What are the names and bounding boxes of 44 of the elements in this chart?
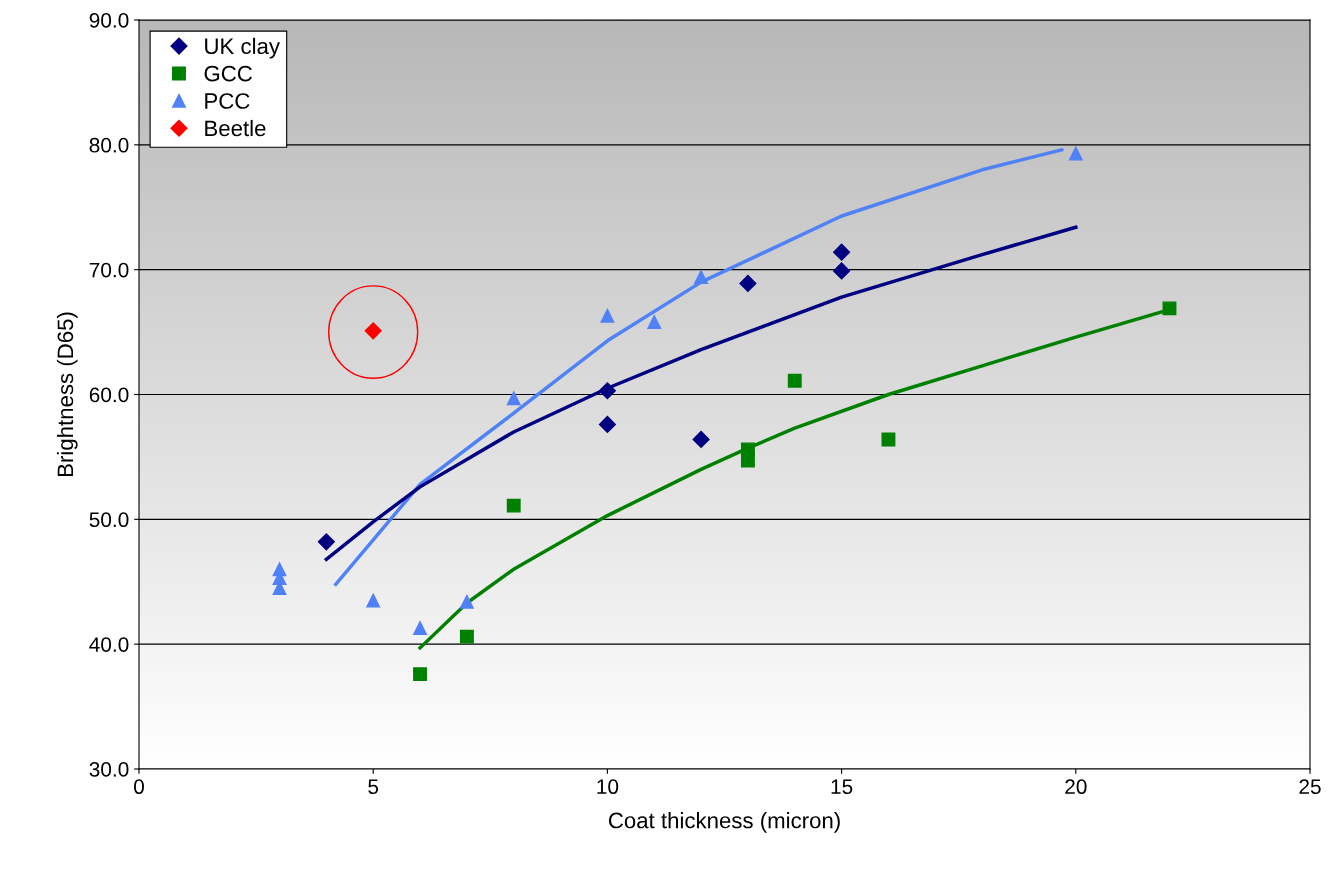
- point: [459, 594, 474, 609]
- point: [413, 620, 427, 635]
- y-tick-label: 90.0: [89, 13, 129, 28]
- point: [833, 243, 851, 261]
- y-tick-label: 60.0: [89, 387, 129, 403]
- legend-label: PCC: [205, 93, 250, 109]
- point: [364, 322, 382, 340]
- x-tick-label: 15: [831, 779, 853, 795]
- point: [692, 430, 710, 448]
- point: [740, 453, 755, 468]
- point: [1068, 146, 1083, 161]
- x-tick-label: 10: [597, 779, 619, 795]
- x-tick-label: 20: [1065, 779, 1087, 795]
- point: [600, 308, 615, 323]
- line-series: [333, 148, 1064, 586]
- point: [647, 315, 662, 330]
- y-axis-title: Brightness (D65): [56, 312, 78, 477]
- point: [506, 391, 521, 406]
- point: [317, 533, 335, 551]
- y-tick-label: 40.0: [89, 637, 129, 652]
- point: [787, 373, 802, 388]
- point: [833, 262, 851, 280]
- point: [366, 593, 381, 608]
- y-tick-label: 80.0: [89, 137, 129, 153]
- point: [881, 432, 896, 447]
- legend-label: Beetle: [205, 119, 266, 137]
- point: [1162, 301, 1177, 316]
- point: [459, 629, 474, 644]
- legend-label: UK clay: [205, 37, 280, 59]
- point: [413, 667, 427, 682]
- y-tick-label: 50.0: [89, 512, 129, 528]
- point: [598, 382, 616, 400]
- x-tick-label: 25: [1299, 779, 1321, 795]
- x-axis-title: Coat thickness (micron): [608, 812, 840, 833]
- y-tick-label: 30.0: [89, 762, 129, 777]
- x-tick-label: 0: [134, 779, 144, 795]
- point: [598, 415, 616, 434]
- line-series: [324, 225, 1078, 562]
- point: [694, 270, 709, 285]
- point: [506, 498, 521, 513]
- point: [739, 274, 757, 292]
- x-tick-label: 5: [368, 779, 379, 795]
- legend-label: GCC: [204, 65, 252, 82]
- y-tick-label: 70.0: [89, 262, 129, 278]
